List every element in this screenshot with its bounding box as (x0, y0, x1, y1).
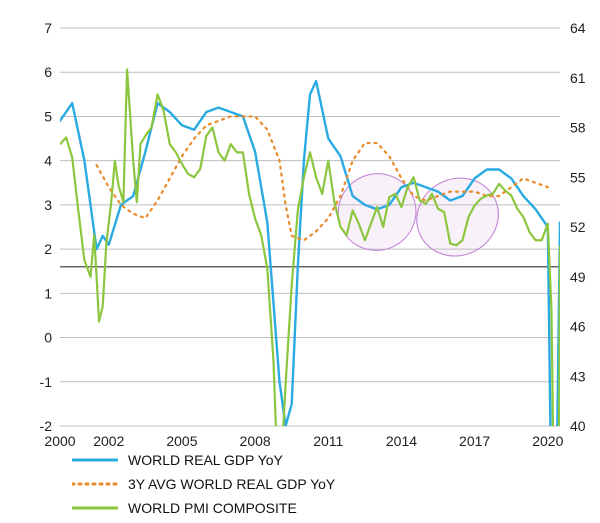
y-left-tick-label: -1 (40, 374, 53, 390)
y-right-tick-label: 40 (570, 418, 586, 434)
y-left-tick-label: -2 (40, 418, 53, 434)
highlight-ellipse-0 (325, 160, 430, 264)
y-left-tick-label: 1 (44, 285, 52, 301)
highlight-ellipse-1 (403, 164, 512, 270)
y-left-tick-label: 3 (44, 197, 52, 213)
x-tick-label: 2002 (93, 433, 124, 449)
legend: WORLD REAL GDP YoY 3Y AVG WORLD REAL GDP … (72, 448, 335, 520)
legend-label: WORLD REAL GDP YoY (128, 452, 283, 468)
x-tick-label: 2011 (313, 433, 343, 449)
x-tick-label: 2017 (459, 433, 490, 449)
y-right-tick-label: 55 (570, 169, 586, 185)
legend-item-gdp: WORLD REAL GDP YoY (72, 448, 335, 472)
y-left-tick-label: 5 (44, 108, 52, 124)
x-tick-label: 2008 (240, 433, 271, 449)
legend-item-gdp_3y_avg: 3Y AVG WORLD REAL GDP YoY (72, 472, 335, 496)
chart-svg: -2 -1 0 1 2 3 4 5 6 7 40 43 46 49 52 55 58 61 64 2000 2002 20… (0, 0, 600, 523)
x-tick-label: 2014 (386, 433, 417, 449)
y-right-tick-label: 49 (570, 269, 586, 285)
y-right-tick-label: 52 (570, 219, 586, 235)
y-left-tick-label: 4 (44, 153, 52, 169)
y-left-tick-label: 2 (44, 241, 52, 257)
legend-label: WORLD PMI COMPOSITE (128, 500, 297, 516)
legend-item-pmi: WORLD PMI COMPOSITE (72, 496, 335, 520)
x-tick-label: 2000 (44, 433, 75, 449)
legend-label: 3Y AVG WORLD REAL GDP YoY (128, 476, 335, 492)
x-tick-label: 2020 (532, 433, 563, 449)
y-right-tick-label: 61 (570, 70, 586, 86)
legend-swatch (72, 453, 118, 467)
legend-swatch (72, 501, 118, 515)
y-left-tick-label: 0 (44, 330, 52, 346)
y-right-tick-label: 64 (570, 20, 586, 36)
y-left-tick-label: 7 (44, 20, 52, 36)
legend-swatch (72, 477, 118, 491)
y-left-tick-label: 6 (44, 64, 52, 80)
y-right-tick-label: 43 (570, 368, 586, 384)
y-right-tick-label: 46 (570, 319, 586, 335)
x-tick-label: 2005 (166, 433, 197, 449)
y-right-tick-label: 58 (570, 120, 586, 136)
